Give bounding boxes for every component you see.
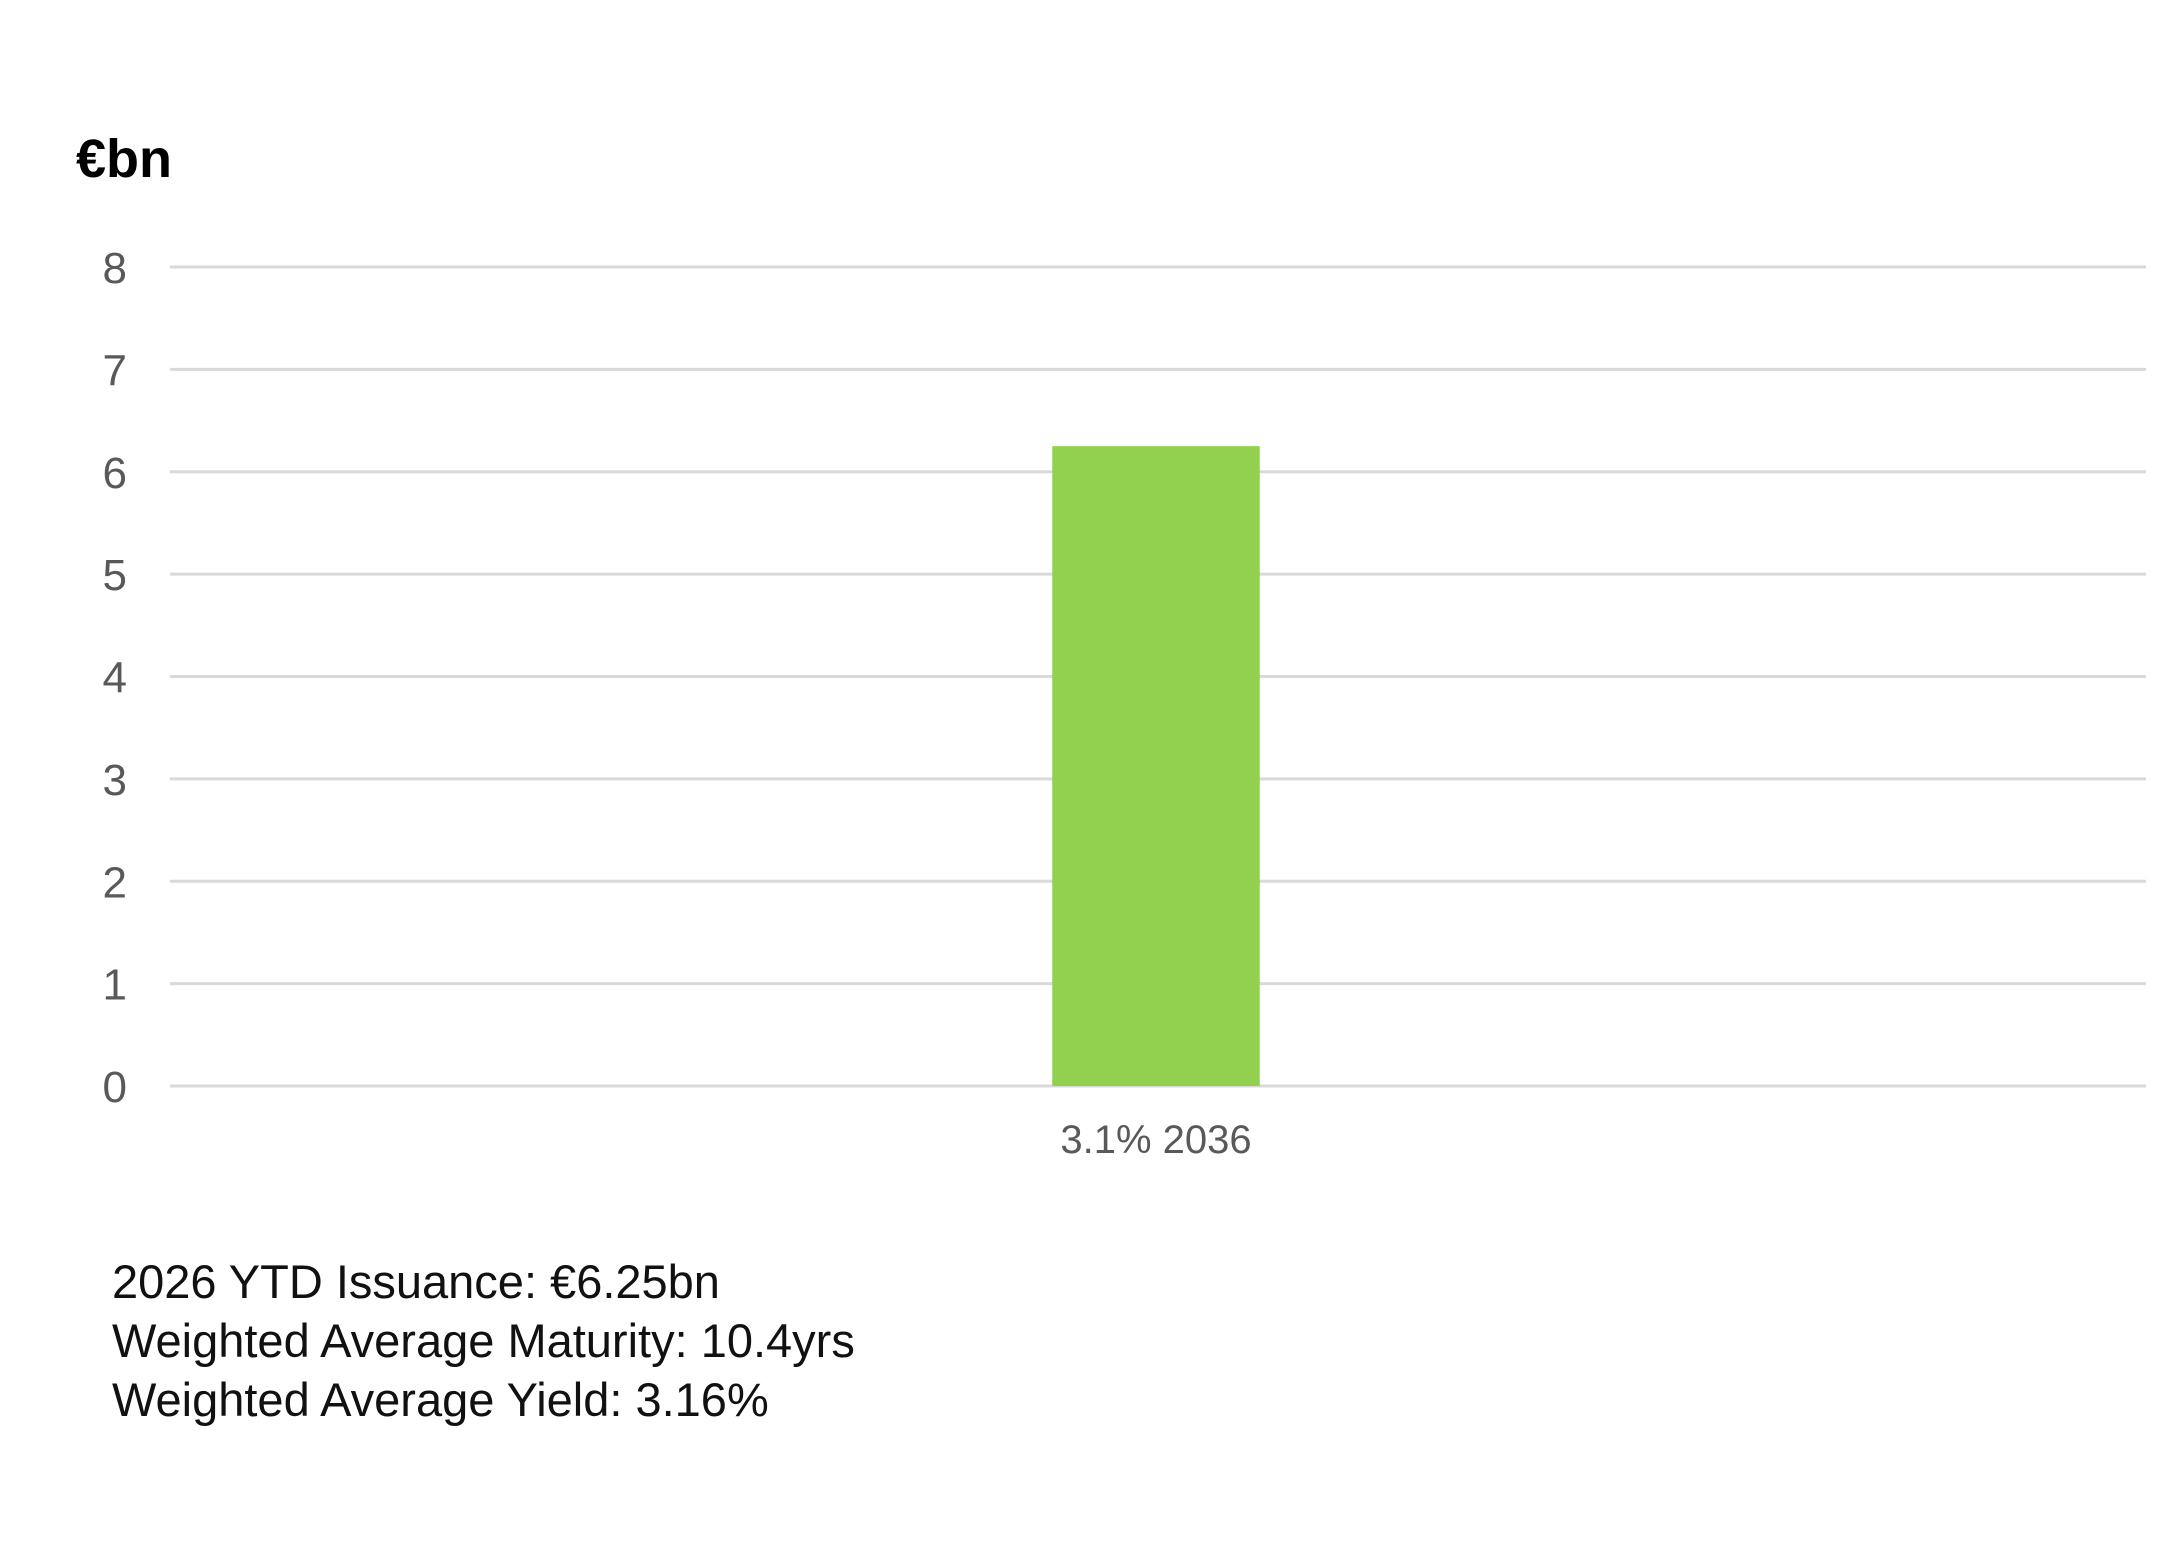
y-axis-unit-label: €bn [76,129,173,189]
x-category-label: 3.1% 2036 [1060,1118,1251,1162]
bars [1052,446,1260,1086]
y-tick-label: 7 [103,346,127,395]
summary-notes: 2026 YTD Issuance: €6.25bn Weighted Aver… [112,1252,855,1429]
y-tick-label: 0 [103,1063,127,1112]
note-yield: Weighted Average Yield: 3.16% [112,1373,769,1426]
y-tick-label: 4 [103,654,127,703]
y-tick-label: 8 [103,244,127,293]
bar [1052,446,1260,1086]
y-tick-label: 5 [103,551,127,600]
x-axis-categories: 3.1% 2036 [1060,1118,1251,1162]
y-axis-ticks: 0 1 2 3 4 5 6 7 8 [103,244,127,1112]
y-tick-label: 1 [103,961,127,1010]
note-maturity: Weighted Average Maturity: 10.4yrs [112,1314,855,1367]
note-issuance: 2026 YTD Issuance: €6.25bn [112,1255,720,1308]
bar-chart: 0 1 2 3 4 5 6 7 8 3.1% 2036 [103,244,2146,1162]
y-tick-label: 6 [103,449,127,498]
y-tick-label: 2 [103,858,127,907]
y-tick-label: 3 [103,756,127,805]
